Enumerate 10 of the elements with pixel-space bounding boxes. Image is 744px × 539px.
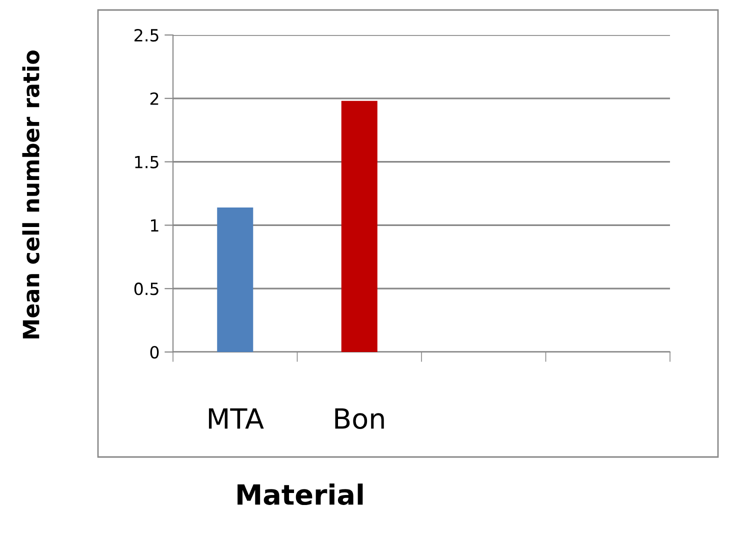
x-tick-label: MTA bbox=[208, 408, 264, 429]
y-tick-label: 2 bbox=[150, 92, 158, 105]
x-axis-title: Material bbox=[238, 484, 363, 506]
y-tick-label: 0 bbox=[150, 346, 159, 359]
y-tick-label: 1 bbox=[151, 219, 158, 232]
y-tick-label: 1.5 bbox=[135, 156, 158, 168]
y-tick-label: 0.5 bbox=[134, 282, 158, 296]
x-tick-label: Bon bbox=[335, 408, 384, 430]
y-axis-title: Mean cell number ratio bbox=[22, 50, 40, 338]
y-tick-label: 2.5 bbox=[134, 28, 158, 42]
